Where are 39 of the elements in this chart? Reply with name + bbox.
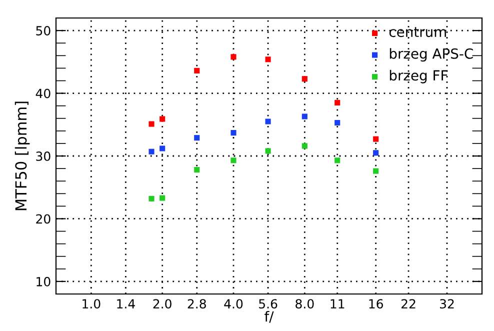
point [265, 56, 271, 62]
x-tick-label: 2.8 [188, 299, 206, 309]
point [373, 136, 379, 142]
y-axis-title: MTF50 [lpmm] [14, 102, 30, 210]
point [302, 114, 308, 120]
legend-label: brzeg APS-C [390, 48, 473, 62]
point [160, 195, 166, 201]
point [302, 76, 308, 82]
y-tick-label: 10 [36, 276, 50, 286]
point [194, 167, 200, 173]
point [265, 148, 271, 154]
legend-label: centrum [389, 27, 446, 38]
point [160, 146, 166, 152]
x-tick-label: 1.4 [117, 299, 135, 308]
point [230, 158, 236, 164]
y-tick-label: 20 [36, 214, 50, 224]
x-tick-label: 2.0 [153, 299, 172, 309]
point [160, 116, 166, 122]
point [265, 118, 271, 124]
y-tick-label: 40 [36, 88, 50, 98]
legend-label: brzeg FF [390, 70, 448, 84]
point [230, 54, 236, 60]
point [302, 143, 308, 149]
x-axis-title: f/ [264, 310, 274, 323]
point [373, 150, 379, 156]
point [194, 135, 200, 141]
x-tick-label: 22 [401, 299, 416, 308]
point [194, 68, 200, 74]
point [373, 168, 379, 174]
y-tick-label: 50 [36, 26, 50, 36]
x-tick-label: 4.0 [224, 299, 243, 309]
x-tick-label: 8.0 [296, 299, 314, 309]
x-tick-label: 32 [440, 299, 454, 309]
y-tick-label: 30 [36, 151, 50, 161]
x-tick-label: 5.6 [259, 299, 278, 309]
x-tick-label: 16 [369, 299, 383, 309]
x-tick-label: 1.0 [82, 299, 100, 309]
x-tick-label: 11 [330, 299, 344, 308]
point [230, 130, 236, 136]
